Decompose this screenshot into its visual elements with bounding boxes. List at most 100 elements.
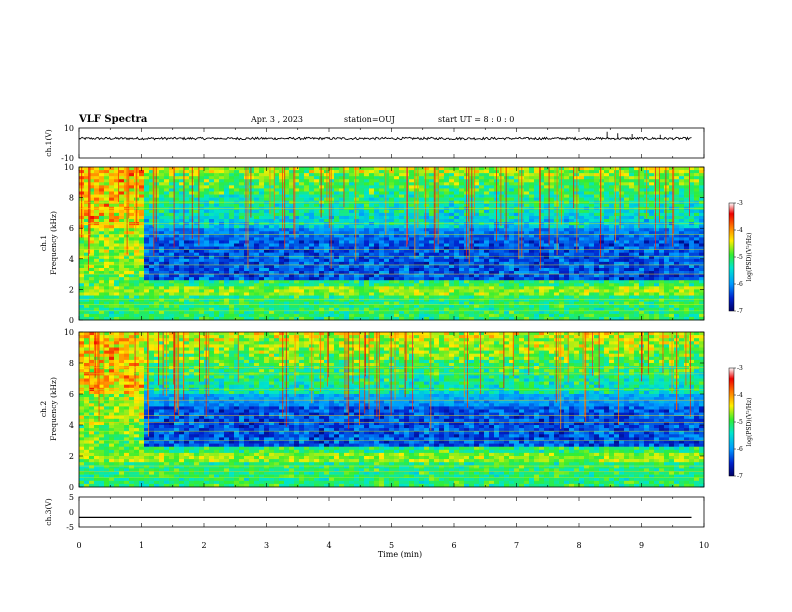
spectrogram-cell (89, 307, 95, 312)
spectrogram-cell (439, 225, 445, 229)
spectrogram-cell (524, 283, 530, 287)
spectrogram-cell (564, 240, 570, 244)
spectrogram-cell (394, 176, 400, 180)
spectrogram-cell (439, 295, 445, 299)
spectrogram-cell (224, 304, 230, 309)
spectrogram-cell (159, 225, 165, 229)
spectrogram-cell (434, 197, 440, 201)
spectrogram-cell (464, 310, 470, 315)
spectrogram-cell (454, 203, 460, 208)
spectrogram-cell (569, 176, 575, 180)
spectrogram-cell (129, 313, 135, 318)
spectrogram-cell (524, 212, 530, 217)
spectrogram-cell (354, 310, 360, 315)
spectrogram-cell (489, 313, 495, 318)
spectrogram-cell (269, 267, 275, 272)
spectrogram-cell (344, 185, 350, 189)
spectrogram-cell (299, 194, 305, 198)
spectrogram-cell (374, 261, 380, 266)
spectrogram-cell (544, 280, 550, 284)
spectrogram-cell (164, 267, 170, 272)
spectrogram-cell (534, 249, 540, 253)
spectrogram-cell (349, 203, 355, 208)
spectrogram-cell (319, 264, 325, 269)
spectrogram-cell (364, 267, 370, 272)
spectrogram-cell (279, 209, 285, 214)
spectrogram-cell (194, 267, 200, 272)
spectrogram-cell (569, 191, 575, 195)
spectrogram-cell (309, 307, 315, 312)
spectrogram-cell (229, 255, 235, 260)
spectrogram-cell (189, 234, 195, 238)
spectrogram-cell (394, 289, 400, 293)
spectrogram-cell (569, 267, 575, 272)
spectrogram-cell (89, 237, 95, 241)
spectrogram-cell (569, 203, 575, 208)
spectrogram-cell (354, 170, 360, 174)
spectrogram-cell (269, 261, 275, 266)
spectrogram-cell (439, 212, 445, 217)
spectrogram-cell (169, 194, 175, 198)
spectrogram-cell (454, 194, 460, 198)
spectrogram-cell (444, 289, 450, 293)
spectrogram-cell (444, 252, 450, 257)
spectrogram-cell (549, 185, 555, 189)
spectrogram-cell (294, 170, 300, 174)
spectrogram-cell (484, 185, 490, 189)
spectrogram-cell (424, 301, 430, 305)
spectrogram-cell (124, 316, 130, 321)
spectrogram-cell (289, 237, 295, 241)
spectrogram-cell (199, 264, 205, 269)
spectrogram-cell (329, 286, 335, 290)
spectrogram-cell (384, 313, 390, 318)
spectrogram-cell (184, 255, 190, 260)
spectrogram-cell (539, 185, 545, 189)
spectrogram-cell (164, 304, 170, 309)
spectrogram-cell (114, 228, 120, 232)
spectrogram-cell (94, 301, 100, 305)
spectrogram-cell (139, 280, 145, 284)
spectrogram-cell (519, 292, 525, 296)
spectrogram-cell (549, 252, 555, 257)
spectrogram-cell (489, 231, 495, 235)
spectrogram-cell (554, 252, 560, 257)
spectrogram-cell (374, 283, 380, 287)
spectrogram-cell (94, 292, 100, 296)
spectrogram-cell (424, 289, 430, 293)
spectrogram-cell (244, 228, 250, 232)
spectrogram-cell (334, 298, 340, 302)
spectrogram-cell (264, 298, 270, 302)
spectrogram-cell (324, 203, 330, 208)
spectrogram-cell (524, 280, 530, 284)
spectrogram-cell (504, 310, 510, 315)
spectrogram-cell (194, 307, 200, 312)
spectrogram-cell (329, 261, 335, 266)
spectrogram-cell (224, 191, 230, 195)
spectrogram-cell (174, 249, 180, 253)
spectrogram-cell (284, 271, 290, 275)
spectrogram-cell (259, 243, 265, 247)
spectrogram-cell (139, 185, 145, 189)
spectrogram-cell (564, 167, 570, 171)
spectrogram-cell (139, 215, 145, 220)
spectrogram-cell (169, 228, 175, 232)
spectrogram-cell (329, 304, 335, 309)
spectrogram-cell (234, 234, 240, 238)
spectrogram-cell (549, 313, 555, 318)
spectrogram-cell (299, 197, 305, 201)
spectrogram-cell (144, 231, 150, 235)
spectrogram-cell (569, 167, 575, 171)
spectrogram-cell (114, 313, 120, 318)
spectrogram-cell (209, 252, 215, 257)
spectrogram-cell (479, 301, 485, 305)
spectrogram-cell (84, 258, 90, 263)
spectrogram-cell (509, 255, 515, 260)
spectrogram-cell (289, 219, 295, 223)
spectrogram-cell (344, 194, 350, 198)
spectrogram-cell (534, 280, 540, 284)
spectrogram-cell (489, 280, 495, 284)
spectrogram-cell (499, 301, 505, 305)
spectrogram-cell (334, 277, 340, 281)
spectrogram-cell (84, 231, 90, 235)
spectrogram-cell (329, 258, 335, 263)
